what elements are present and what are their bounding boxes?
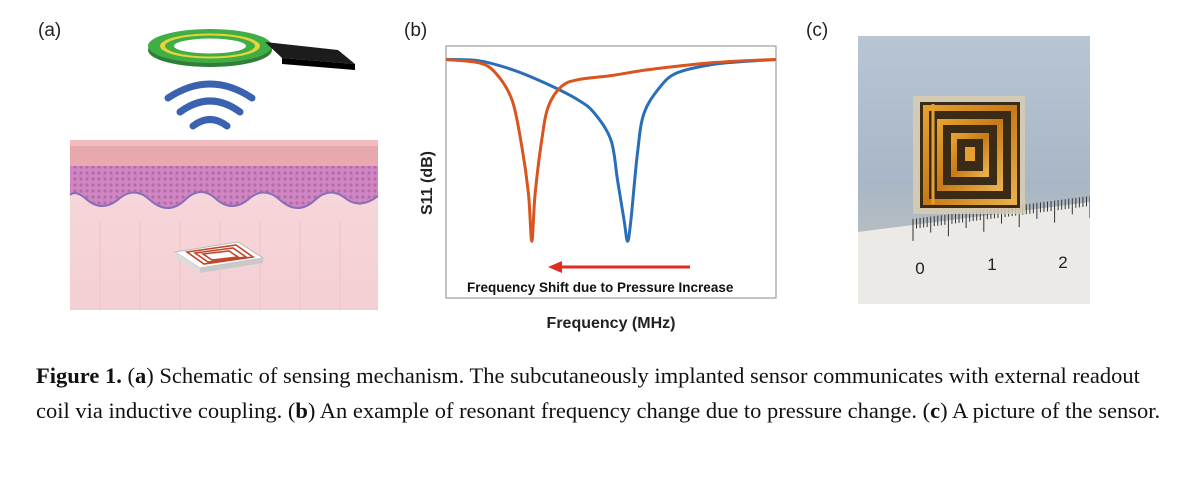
resonance-chart: S11 (dB) Frequency (MHz) Frequency Shift… — [419, 45, 777, 332]
caption-part-a-text: Schematic of sensing mechanism. The subc… — [36, 363, 1140, 423]
ruler-tick-2: 2 — [1058, 253, 1067, 272]
ruler-tick-1: 1 — [987, 255, 996, 274]
y-axis-label: S11 (dB) — [419, 151, 436, 215]
shift-arrow-icon — [548, 261, 690, 273]
panel-b-label: (b) — [404, 20, 428, 41]
ruler: 0 1 2 — [858, 196, 1090, 304]
panel-a-label: (a) — [38, 20, 62, 41]
skin-tissue — [69, 140, 379, 310]
plot-area — [445, 45, 777, 299]
figure-label: Figure 1. — [36, 363, 122, 388]
caption-part-c-text: A picture of the sensor. — [952, 398, 1161, 423]
series-line-1 — [445, 57, 777, 243]
sensor-photo: 0 1 2 — [858, 36, 1090, 304]
series-line-0 — [445, 57, 777, 243]
implanted-sensor — [173, 241, 265, 273]
x-axis-label: Frequency (MHz) — [547, 315, 676, 332]
ruler-tick-0: 0 — [915, 259, 924, 278]
caption-part-b-text: An example of resonant frequency change … — [319, 398, 917, 423]
caption-part-a-letter: a — [134, 363, 147, 388]
caption-part-c-letter: c — [930, 398, 941, 423]
shift-annotation: Frequency Shift due to Pressure Increase — [467, 280, 734, 295]
sensing-schematic — [69, 29, 379, 310]
caption-part-b-letter: b — [295, 398, 308, 423]
wireless-signal-icon — [164, 80, 256, 130]
panel-c-label: (c) — [806, 20, 829, 41]
sensor-chip — [913, 96, 1025, 214]
readout-coil — [148, 29, 355, 70]
figure-caption: Figure 1. (a) Schematic of sensing mecha… — [36, 363, 1161, 423]
